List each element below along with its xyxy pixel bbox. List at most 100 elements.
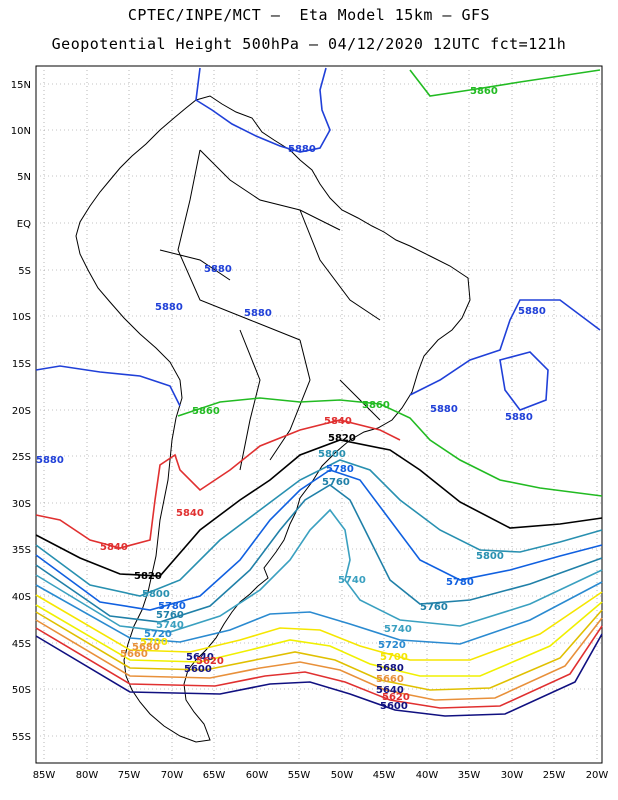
- lat-tick-label: 10S: [12, 312, 31, 323]
- contour-label-5760: 5760: [156, 610, 184, 621]
- contour-line-5720: [35, 581, 603, 645]
- contour-label-5840: 5840: [100, 542, 128, 553]
- contour-label-5760: 5760: [420, 602, 448, 613]
- lat-tick-label: 55S: [12, 732, 31, 743]
- contour-line-5780: [35, 469, 603, 611]
- contour-line-5860: [177, 397, 603, 497]
- contour-label-5880: 5880: [505, 412, 533, 423]
- contour-label-5860: 5860: [362, 400, 390, 411]
- contour-line-5880: [499, 351, 549, 411]
- contour-label-5660: 5660: [120, 649, 148, 660]
- contour-label-5780: 5780: [326, 464, 354, 475]
- lon-tick-label: 40W: [416, 770, 439, 781]
- contour-line-5700: [35, 591, 603, 661]
- contour-label-5640: 5640: [376, 685, 404, 696]
- lat-tick-label: 45S: [12, 639, 31, 650]
- lon-tick-label: 45W: [373, 770, 396, 781]
- contour-label-5700: 5700: [140, 637, 168, 648]
- contour-label-5640: 5640: [186, 652, 214, 663]
- contour-line-5640: [35, 617, 603, 701]
- map-title-line2: Geopotential Height 500hPa – 04/12/2020 …: [51, 35, 567, 53]
- contour-label-5820: 5820: [134, 571, 162, 582]
- contour-label-5880: 5880: [155, 302, 183, 313]
- contour-label-5620: 5620: [382, 692, 410, 703]
- contour-line-5800: [35, 459, 603, 597]
- contour-label-5780: 5780: [446, 577, 474, 588]
- contour-line-5600: [35, 633, 603, 717]
- contour-label-5880: 5880: [288, 144, 316, 155]
- contour-label-5880: 5880: [244, 308, 272, 319]
- contour-label-5660: 5660: [376, 674, 404, 685]
- contour-line-5740: [35, 508, 603, 633]
- contour-label-5760: 5760: [322, 477, 350, 488]
- lat-tick-label: 30S: [12, 499, 31, 510]
- lat-tick-label: 35S: [12, 545, 31, 556]
- contour-label-5880: 5880: [518, 306, 546, 317]
- country-borders: [159, 149, 381, 471]
- lon-tick-label: 60W: [246, 770, 269, 781]
- land-outline: [75, 95, 471, 743]
- contour-label-5740: 5740: [156, 620, 184, 631]
- lon-tick-label: 30W: [501, 770, 524, 781]
- contour-label-5840: 5840: [324, 416, 352, 427]
- contour-label-5720: 5720: [144, 629, 172, 640]
- contour-line-5880: [195, 67, 331, 153]
- graticule: [36, 66, 602, 763]
- lat-tick-label: 50S: [12, 685, 31, 696]
- lon-tick-label: 75W: [118, 770, 141, 781]
- contour-line-5660: [35, 609, 603, 691]
- contour-label-5860: 5860: [470, 86, 498, 97]
- lon-tick-label: 20W: [586, 770, 609, 781]
- lat-tick-label: 15S: [12, 359, 31, 370]
- contour-label-5740: 5740: [338, 575, 366, 586]
- lon-tick-label: 70W: [161, 770, 184, 781]
- contour-labels: 5860 5880 5880 5880 5880 5880 5880 5880 5880 5860…: [36, 86, 546, 712]
- contour-label-5840: 5840: [176, 508, 204, 519]
- lat-tick-label: 5N: [17, 172, 31, 183]
- contour-label-5880: 5880: [204, 264, 232, 275]
- contour-label-5860: 5860: [192, 406, 220, 417]
- map-title-line1: CPTEC/INPE/MCT – Eta Model 15km – GFS: [127, 6, 491, 24]
- lon-tick-label: 25W: [543, 770, 566, 781]
- contour-line-5860: [409, 69, 601, 97]
- contour-line-5760: [35, 484, 603, 623]
- contour-line-5880: [409, 299, 601, 396]
- lon-tick-label: 35W: [458, 770, 481, 781]
- contour-label-5720: 5720: [378, 640, 406, 651]
- lat-tick-label: 10N: [11, 126, 31, 137]
- contour-label-5620: 5620: [196, 656, 224, 667]
- lat-tick-label: 25S: [12, 452, 31, 463]
- contour-label-5880: 5880: [36, 455, 64, 466]
- axis-ticks: 15N 10N 5N EQ 5S 10S 15S 20S 25S 30S 35S 40S 45S 50S 5…: [11, 80, 609, 781]
- lat-tick-label: EQ: [17, 219, 31, 230]
- contour-label-5780: 5780: [158, 601, 186, 612]
- lon-tick-label: 80W: [76, 770, 99, 781]
- contour-label-5800: 5800: [476, 551, 504, 562]
- contour-line-5680: [35, 601, 603, 677]
- south-america-coast: [75, 95, 471, 743]
- contour-lines: [35, 67, 603, 717]
- lon-tick-label: 50W: [331, 770, 354, 781]
- contour-label-5600: 5600: [380, 701, 408, 712]
- contour-label-5700: 5700: [380, 652, 408, 663]
- contour-label-5880: 5880: [430, 404, 458, 415]
- lat-tick-label: 15N: [11, 80, 31, 91]
- contour-line-5620: [35, 625, 603, 709]
- contour-line-5840: [35, 419, 401, 549]
- lat-tick-label: 40S: [12, 592, 31, 603]
- contour-line-5880: [35, 365, 181, 407]
- lat-tick-label: 5S: [18, 266, 31, 277]
- contour-label-5680: 5680: [376, 663, 404, 674]
- lon-tick-label: 85W: [33, 770, 56, 781]
- contour-label-5800: 5800: [318, 449, 346, 460]
- lon-tick-label: 55W: [288, 770, 311, 781]
- contour-label-5740: 5740: [384, 624, 412, 635]
- contour-line-5820: [35, 439, 603, 577]
- contour-label-5820: 5820: [328, 433, 356, 444]
- contour-label-5680: 5680: [132, 642, 160, 653]
- contour-label-5600: 5600: [184, 664, 212, 675]
- lon-tick-label: 65W: [203, 770, 226, 781]
- lat-tick-label: 20S: [12, 406, 31, 417]
- contour-label-5800: 5800: [142, 589, 170, 600]
